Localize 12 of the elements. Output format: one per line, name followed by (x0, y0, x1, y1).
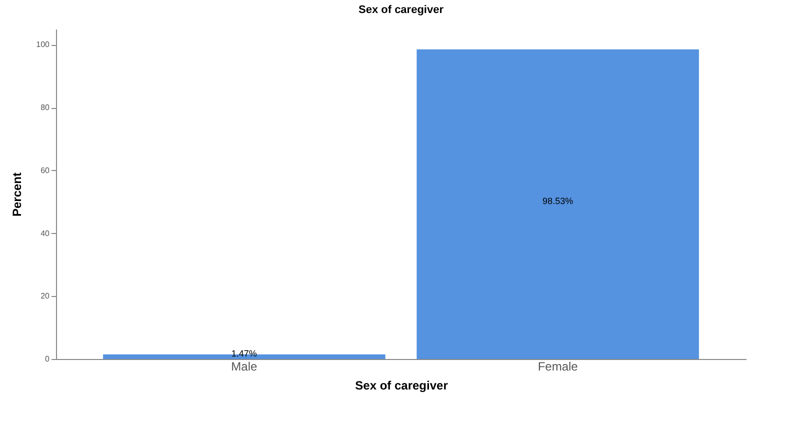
y-tick-label: 0 (45, 354, 50, 364)
y-tick-label: 60 (40, 166, 50, 175)
y-tick-label: 100 (36, 40, 50, 50)
y-tick-label: 20 (40, 292, 50, 301)
x-axis-title: Sex of caregiver (355, 378, 448, 392)
y-axis-title: Percent (10, 172, 24, 217)
chart-title: Sex of caregiver (358, 4, 444, 16)
y-tick-label: 80 (40, 103, 50, 112)
x-tick-label: Female (538, 360, 578, 374)
data-label: 98.53% (542, 196, 574, 206)
x-tick-label: Male (231, 360, 258, 374)
y-tick-label: 40 (40, 228, 50, 238)
